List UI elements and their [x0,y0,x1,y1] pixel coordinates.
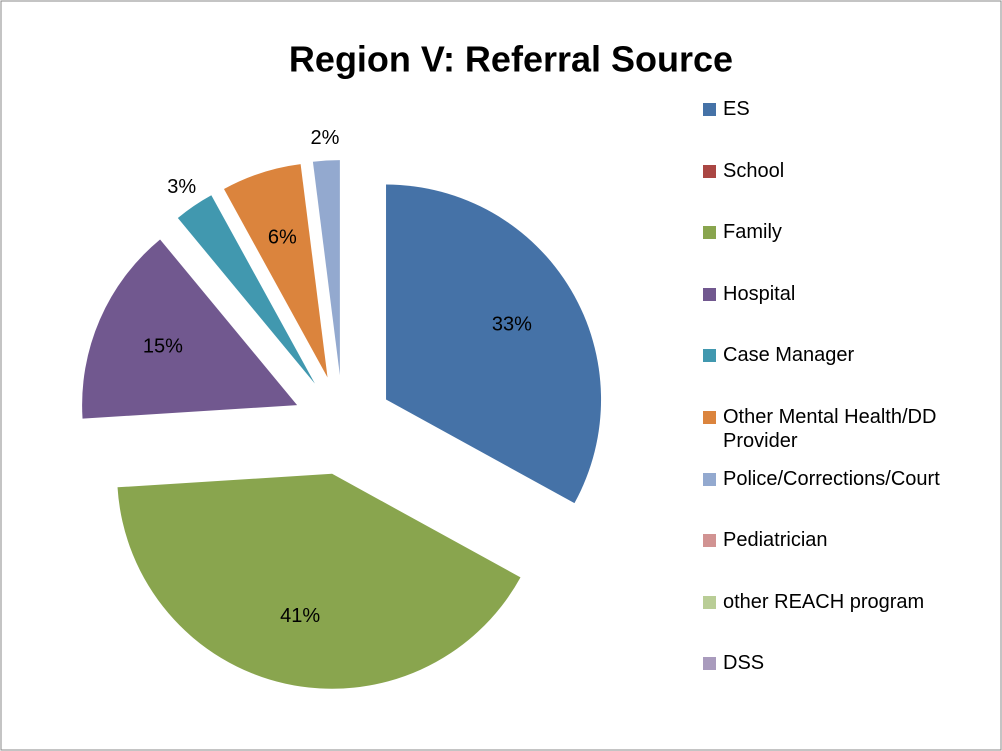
data-label: 6% [268,227,297,249]
legend-swatch [703,595,716,609]
legend-label: Pediatrician [723,529,828,552]
legend-swatch [703,411,716,424]
legend-item: other REACH program [703,590,998,614]
legend-swatch [703,657,716,671]
legend-item: Pediatrician [703,528,998,552]
pie-slice [82,239,298,419]
legend-swatch [703,349,716,363]
legend-label: Case Manager [723,344,855,367]
legend-swatch [703,103,716,116]
legend-label: DSS [723,652,765,675]
pie-slice [117,473,521,689]
legend-item: Police/Corrections/Court [703,467,998,491]
legend-item: Family [703,220,998,244]
legend-label: Hospital [723,282,796,305]
legend-item: ES [703,97,998,121]
legend-swatch [703,472,716,486]
legend-item: DSS [703,651,998,675]
legend-label: Police/Corrections/Court [723,467,940,490]
legend-item: Hospital [703,282,998,306]
pie-slice [312,160,340,376]
pie-slice [223,164,328,378]
legend-label: ES [723,98,750,120]
data-label: 3% [167,176,196,198]
legend-swatch [703,287,716,301]
data-label: 2% [311,127,340,149]
data-label: 41% [280,605,320,627]
legend-item: Other Mental Health/DD Provider [703,405,998,453]
data-label: 15% [143,335,183,357]
legend-label: School [723,159,785,182]
legend-label: Other Mental Health/DD Provider [723,406,937,452]
legend-item: School [703,159,998,183]
legend-swatch [703,164,716,178]
legend-swatch [703,226,716,240]
data-label: 33% [492,313,532,335]
legend-swatch [703,534,716,548]
legend-label: other REACH program [723,590,925,613]
legend-label: Family [723,221,782,244]
pie-slice [386,184,602,504]
chart-title: Region V: Referral Source [289,39,733,80]
legend-item: Case Manager [703,343,998,367]
pie-slice [177,195,315,384]
